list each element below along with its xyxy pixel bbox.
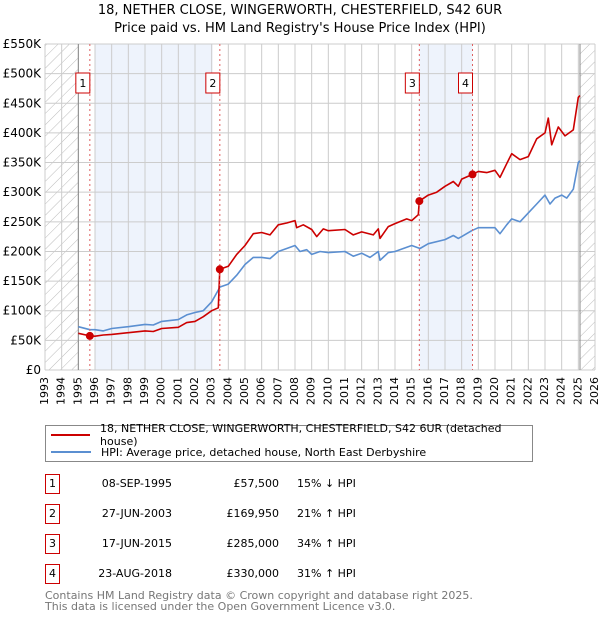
table-row: 2 27-JUN-2003 £169,950 21% ↑ HPI xyxy=(45,504,565,524)
x-tick-label: 2000 xyxy=(155,377,168,405)
sale-price: £57,500 xyxy=(233,477,280,490)
legend-swatch-property xyxy=(51,434,91,436)
legend-item-hpi: HPI: Average price, detached house, Nort… xyxy=(46,444,426,460)
sale-number-box xyxy=(458,72,473,94)
y-tick-label: £550K xyxy=(3,37,43,51)
y-tick-label: £150K xyxy=(3,274,43,288)
chart-title: 18, NETHER CLOSE, WINGERWORTH, CHESTERFI… xyxy=(97,3,503,18)
x-tick-label: 2001 xyxy=(171,377,184,405)
y-tick-label: £500K xyxy=(3,67,43,81)
x-tick-label: 2008 xyxy=(288,377,301,405)
sale-number-badge: 4 xyxy=(45,564,60,584)
x-tick-label: 1998 xyxy=(121,377,134,405)
sale-number-badge: 3 xyxy=(45,534,60,554)
x-tick-label: 1999 xyxy=(138,377,151,405)
y-tick-label: £250K xyxy=(3,215,43,229)
sale-number-box xyxy=(404,72,420,94)
x-tick-label: 1993 xyxy=(38,377,51,405)
x-tick-label: 1994 xyxy=(55,377,68,405)
y-tick-label: £50K xyxy=(10,333,42,347)
sale-number-badge: 1 xyxy=(45,474,60,494)
y-tick-label: £200K xyxy=(3,244,43,258)
x-tick-label: 2021 xyxy=(505,377,518,405)
x-tick-label: 2026 xyxy=(588,377,600,405)
footer-copyright: Contains HM Land Registry data © Crown c… xyxy=(45,589,473,602)
sale-point xyxy=(85,331,94,340)
x-tick-label: 2015 xyxy=(405,377,418,405)
x-tick-label: 2019 xyxy=(471,377,484,405)
x-tick-label: 2004 xyxy=(221,377,234,405)
price-chart: 1993 1994 1995 1996 1997 1998 1999 2000 2001 2002… xyxy=(3,37,600,405)
table-row: 3 17-JUN-2015 £285,000 34% ↑ HPI xyxy=(45,534,565,554)
x-tick-label: 2022 xyxy=(521,377,534,405)
x-tick-label: 2005 xyxy=(238,377,251,405)
x-tick-label: 2017 xyxy=(438,377,451,405)
y-tick-label: £300K xyxy=(3,185,43,199)
sale-point xyxy=(415,197,424,206)
y-tick-label: £100K xyxy=(3,304,43,318)
x-tick-label: 1995 xyxy=(71,377,84,405)
sale-price: £330,000 xyxy=(226,567,280,580)
chart-subtitle: Price paid vs. HM Land Registry's House … xyxy=(114,21,486,36)
sale-hpi-diff: 15% ↓ HPI xyxy=(297,477,356,490)
x-tick-label: 1997 xyxy=(105,377,118,405)
x-tick-label: 2024 xyxy=(555,377,568,405)
sale-date: 17-JUN-2015 xyxy=(101,537,172,550)
x-tick-label: 2023 xyxy=(538,377,551,405)
footer-licence: This data is licensed under the Open Gov… xyxy=(45,600,396,613)
y-tick-label: £350K xyxy=(3,156,43,170)
x-tick-label: 1996 xyxy=(88,377,101,405)
y-tick-label: £0 xyxy=(26,363,41,377)
sale-number-label: 1 xyxy=(79,77,86,90)
sale-date: 08-SEP-1995 xyxy=(101,477,172,490)
legend-item-property: 18, NETHER CLOSE, WINGERWORTH, CHESTERFI… xyxy=(46,422,532,448)
sale-number-box xyxy=(205,72,221,94)
x-tick-label: 2002 xyxy=(188,377,201,405)
sale-date: 23-AUG-2018 xyxy=(98,567,172,580)
x-tick-label: 2012 xyxy=(355,377,368,405)
x-tick-label: 2011 xyxy=(338,377,351,405)
x-tick-label: 2025 xyxy=(571,377,584,405)
y-tick-label: £400K xyxy=(3,126,43,140)
x-tick-label: 2016 xyxy=(421,377,434,405)
x-tick-label: 2010 xyxy=(321,377,334,405)
sale-hpi-diff: 34% ↑ HPI xyxy=(297,537,356,550)
hpi-line xyxy=(78,160,581,332)
sale-point xyxy=(215,265,224,274)
x-tick-label: 2007 xyxy=(271,377,284,405)
sale-hpi-diff: 31% ↑ HPI xyxy=(297,567,356,580)
x-tick-label: 2018 xyxy=(455,377,468,405)
sale-number-label: 3 xyxy=(409,77,416,90)
sale-price: £169,950 xyxy=(226,507,280,520)
legend-label-property: 18, NETHER CLOSE, WINGERWORTH, CHESTERFI… xyxy=(100,422,502,448)
sale-number-label: 4 xyxy=(462,77,469,90)
x-tick-label: 2009 xyxy=(305,377,318,405)
legend-swatch-hpi xyxy=(51,451,91,453)
sale-number-label: 2 xyxy=(209,77,216,90)
sale-point xyxy=(468,170,477,179)
legend: 18, NETHER CLOSE, WINGERWORTH, CHESTERFI… xyxy=(45,422,533,462)
sale-number-badge: 2 xyxy=(45,504,60,524)
table-row: 1 08-SEP-1995 £57,500 15% ↓ HPI xyxy=(45,474,565,494)
hatched-region xyxy=(580,44,595,370)
x-tick-label: 2014 xyxy=(388,377,401,405)
y-tick-label: £450K xyxy=(3,96,43,110)
x-tick-label: 2020 xyxy=(488,377,501,405)
sale-number-box xyxy=(75,72,91,94)
x-tick-label: 2003 xyxy=(205,377,218,405)
x-tick-label: 2013 xyxy=(371,377,384,405)
x-tick-label: 2006 xyxy=(255,377,268,405)
table-row: 4 23-AUG-2018 £330,000 31% ↑ HPI xyxy=(45,564,565,584)
sale-price: £285,000 xyxy=(226,537,280,550)
property-price-line xyxy=(78,95,581,337)
legend-label-hpi: HPI: Average price, detached house, Nort… xyxy=(101,445,427,459)
sale-date: 27-JUN-2003 xyxy=(101,507,172,520)
shaded-period xyxy=(95,44,213,370)
sale-hpi-diff: 21% ↑ HPI xyxy=(297,507,356,520)
